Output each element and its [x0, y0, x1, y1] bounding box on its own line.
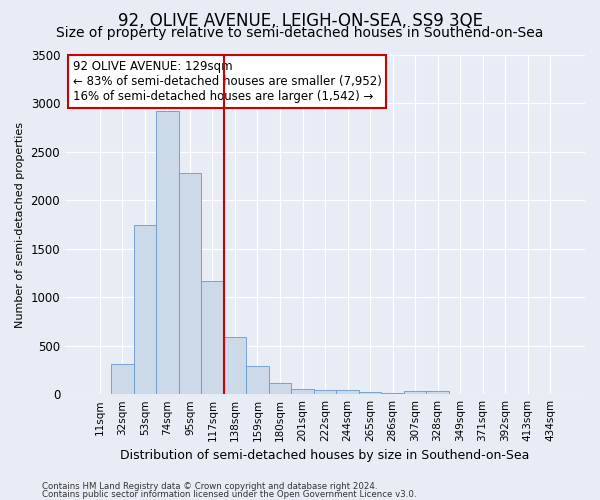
Bar: [404, 391, 427, 394]
Bar: [314, 390, 336, 394]
Bar: [269, 382, 291, 394]
Bar: [224, 338, 246, 394]
Bar: [381, 393, 404, 394]
Bar: [111, 364, 134, 394]
Y-axis label: Number of semi-detached properties: Number of semi-detached properties: [15, 122, 25, 328]
Bar: [336, 390, 359, 394]
X-axis label: Distribution of semi-detached houses by size in Southend-on-Sea: Distribution of semi-detached houses by …: [121, 450, 530, 462]
Bar: [201, 281, 224, 394]
Text: 92 OLIVE AVENUE: 129sqm
← 83% of semi-detached houses are smaller (7,952)
16% of: 92 OLIVE AVENUE: 129sqm ← 83% of semi-de…: [73, 60, 382, 103]
Text: Size of property relative to semi-detached houses in Southend-on-Sea: Size of property relative to semi-detach…: [56, 26, 544, 40]
Bar: [246, 366, 269, 394]
Bar: [291, 389, 314, 394]
Bar: [427, 391, 449, 394]
Text: 92, OLIVE AVENUE, LEIGH-ON-SEA, SS9 3QE: 92, OLIVE AVENUE, LEIGH-ON-SEA, SS9 3QE: [118, 12, 482, 30]
Text: Contains public sector information licensed under the Open Government Licence v3: Contains public sector information licen…: [42, 490, 416, 499]
Text: Contains HM Land Registry data © Crown copyright and database right 2024.: Contains HM Land Registry data © Crown c…: [42, 482, 377, 491]
Bar: [134, 224, 156, 394]
Bar: [179, 173, 201, 394]
Bar: [156, 111, 179, 394]
Bar: [359, 392, 381, 394]
